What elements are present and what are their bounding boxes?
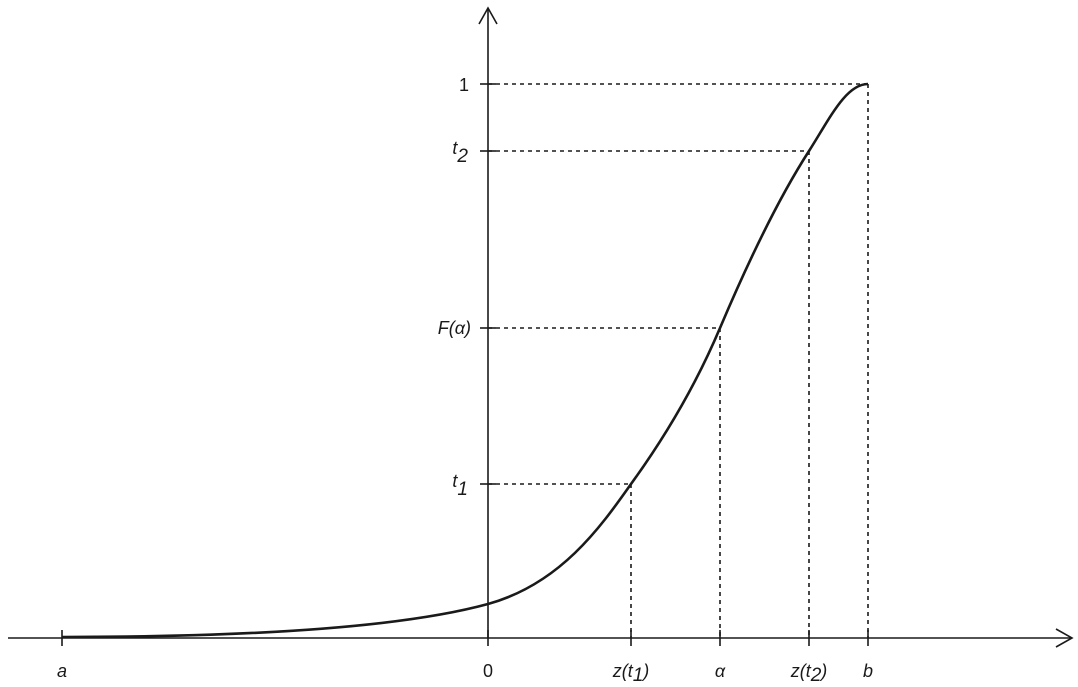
x-label-z-t2-sub: 2 [810,665,822,686]
x-label-zero: 0 [483,661,493,681]
x-axis-arrowhead [1055,628,1074,648]
y-label-f-alpha: F(α) [438,318,471,338]
x-label-z-t1: z(t1) [612,661,650,686]
x-label-z-t2: z(t2) [790,661,828,686]
x-label-z-t1-prefix: z(t [612,661,634,681]
x-label-z-t2-prefix: z(t [790,661,812,681]
y-axis-arrowhead [478,6,498,25]
y-label-t2-base: t [452,138,458,158]
x-label-b: b [863,661,873,681]
y-label-t1-base: t [452,471,458,491]
x-label-z-t1-suffix: ) [641,661,649,681]
cdf-curve [61,82,869,639]
y-label-t2: t2 [452,138,468,167]
x-label-z-t1-sub: 1 [633,665,644,686]
y-label-t1-sub: 1 [457,479,468,500]
y-label-one: 1 [459,75,469,95]
y-label-t1: t1 [452,471,468,500]
y-label-t2-sub: 2 [456,146,468,167]
x-label-a: a [57,661,67,681]
x-label-z-t2-suffix: ) [819,661,827,681]
x-label-alpha: α [715,661,726,681]
